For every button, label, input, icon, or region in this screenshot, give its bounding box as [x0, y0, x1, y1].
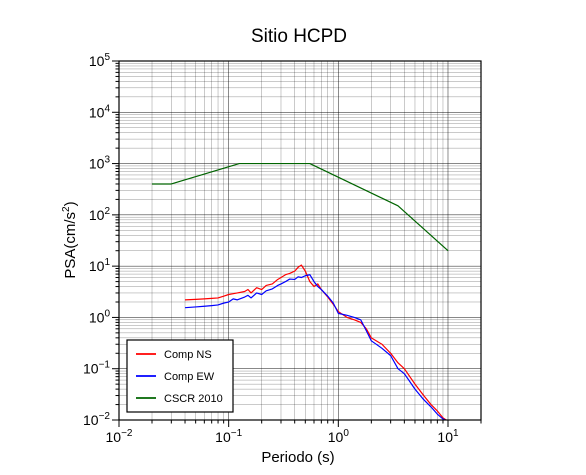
x-tick-label: 101 [437, 428, 459, 445]
y-tick-label: 104 [89, 103, 111, 120]
x-tick-label: 10−1 [215, 428, 242, 445]
series-line-comp-ew [184, 274, 447, 420]
legend: Comp NS Comp EW CSCR 2010 [126, 339, 234, 413]
series-layer [152, 162, 449, 420]
y-tick-label: 103 [89, 155, 111, 172]
legend-label-cscr-2010: CSCR 2010 [164, 393, 223, 405]
y-axis-label: PSA(cm/s2) [61, 201, 79, 278]
x-axis-label: Periodo (s) [261, 449, 334, 466]
y-tick-label: 10−1 [83, 360, 110, 377]
y-tick-label: 10−2 [83, 411, 110, 428]
x-tick-label: 10−2 [106, 428, 133, 445]
legend-label-comp-ns: Comp NS [164, 349, 212, 361]
plot-frame [118, 60, 482, 421]
x-tick-labels: 10−2 10−1 100 101 [106, 428, 459, 445]
series-line-cscr-2010 [152, 162, 449, 252]
y-axis-label-base: PSA(cm/s [62, 212, 79, 279]
chart-title: Sitio HCPD [251, 26, 347, 47]
y-axis-label-close: ) [62, 201, 79, 206]
x-tick-label: 100 [328, 428, 350, 445]
y-tick-label: 101 [89, 257, 111, 274]
y-tick-label: 100 [89, 308, 111, 325]
tick-marks [112, 60, 482, 427]
legend-label-comp-ew: Comp EW [164, 371, 215, 383]
y-tick-label: 102 [89, 206, 111, 223]
y-axis-label-sup: 2 [61, 206, 72, 212]
y-tick-label: 105 [89, 52, 111, 69]
y-tick-labels: 10−2 10−1 100 101 102 103 104 105 [83, 52, 110, 428]
series-line-comp-ns [184, 264, 448, 420]
legend-items: Comp NS Comp EW CSCR 2010 [136, 349, 223, 405]
